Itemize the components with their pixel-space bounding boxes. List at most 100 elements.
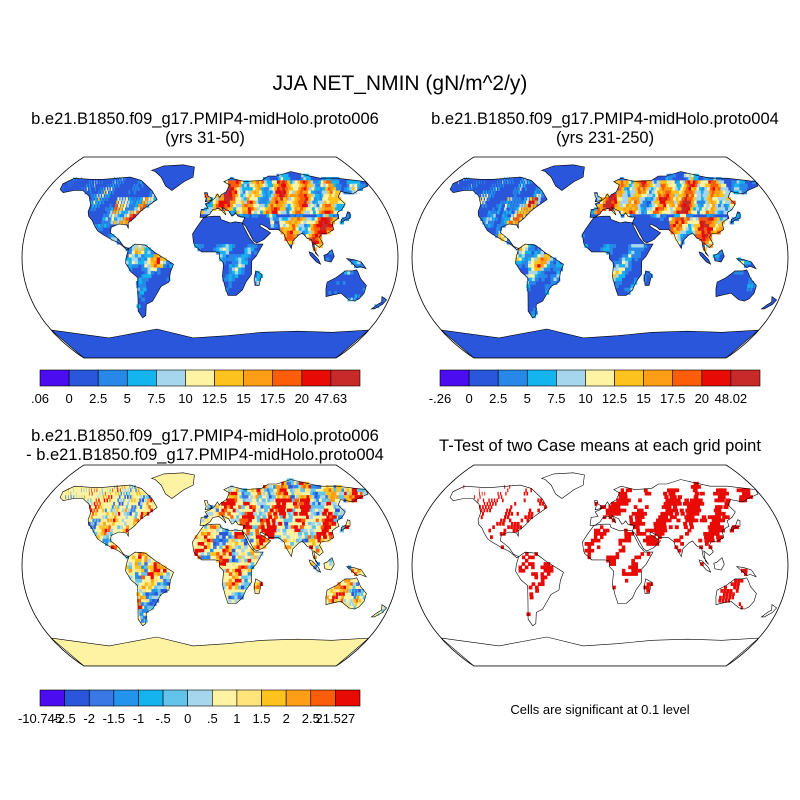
grid-cell: [239, 187, 244, 191]
grid-cell: [486, 508, 489, 513]
grid-cell: [169, 264, 173, 268]
grid-cell: [295, 193, 301, 198]
grid-cell: [197, 545, 202, 550]
grid-cell: [619, 193, 623, 198]
grid-cell: [703, 224, 708, 228]
grid-cell: [699, 491, 705, 496]
grid-cell: [729, 589, 733, 593]
grid-cell: [703, 190, 709, 195]
grid-cell: [644, 183, 649, 188]
grid-cell: [618, 257, 623, 262]
grid-cell: [654, 532, 659, 536]
grid-cell: [534, 257, 538, 262]
grid-cell: [502, 521, 505, 526]
grid-cell: [115, 518, 119, 523]
grid-cell: [631, 565, 635, 570]
grid-cell: [159, 260, 164, 265]
grid-cell: [483, 508, 486, 513]
grid-cell: [137, 197, 140, 201]
grid-cell: [144, 605, 149, 610]
grid-cell: [321, 190, 327, 195]
grid-cell: [224, 515, 228, 520]
grid-cell: [643, 274, 647, 278]
colorbar-tick-label: 7.5: [547, 391, 565, 406]
grid-cell: [686, 230, 690, 235]
grid-cell: [121, 210, 125, 215]
grid-cell: [615, 270, 620, 275]
grid-cell: [259, 501, 264, 506]
grid-cell: [322, 213, 328, 218]
grid-cell: [533, 307, 538, 312]
grid-cell: [503, 528, 507, 533]
grid-cell: [252, 495, 257, 499]
grid-cell: [290, 217, 295, 222]
grid-cell: [265, 207, 270, 212]
coastline-borneo: [713, 249, 725, 263]
grid-cell: [691, 227, 696, 232]
grid-cell: [327, 187, 333, 191]
grid-cell: [70, 183, 72, 188]
grid-cell: [250, 555, 255, 560]
grid-cell: [351, 592, 354, 596]
grid-cell: [717, 220, 722, 225]
grid-cell: [227, 511, 231, 516]
grid-cell: [621, 491, 625, 496]
grid-cell: [332, 595, 335, 600]
grid-cell: [298, 485, 304, 489]
grid-cell: [128, 247, 133, 252]
grid-cell: [253, 277, 257, 282]
grid-cell: [705, 220, 710, 225]
grid-cell: [679, 190, 684, 195]
grid-cell: [160, 575, 164, 580]
colorbar-tick-label: 20: [295, 391, 309, 406]
grid-cell: [213, 542, 217, 546]
grid-cell: [62, 187, 64, 191]
grid-cell: [752, 180, 759, 185]
grid-cell: [286, 190, 291, 195]
grid-cell: [225, 538, 229, 543]
grid-cell: [249, 200, 254, 205]
grid-cell: [624, 535, 628, 540]
grid-cell: [246, 501, 250, 506]
grid-cell: [530, 180, 532, 185]
grid-cell: [139, 281, 143, 285]
grid-cell: [136, 491, 139, 496]
grid-cell: [282, 488, 287, 493]
grid-cell: [225, 558, 230, 563]
grid-cell: [290, 542, 294, 546]
grid-cell: [88, 488, 90, 493]
grid-cell: [325, 203, 330, 208]
grid-cell: [611, 511, 615, 516]
grid-cell: [747, 495, 753, 499]
grid-cell: [619, 197, 624, 201]
grid-cell: [338, 495, 344, 499]
grid-cell: [264, 508, 268, 513]
grid-cell: [255, 187, 260, 191]
grid-cell: [329, 562, 333, 566]
grid-cell: [495, 187, 497, 191]
grid-cell: [723, 585, 727, 590]
grid-cell: [141, 572, 145, 576]
grid-cell: [133, 210, 137, 215]
grid-cell: [482, 511, 484, 516]
grid-cell: [483, 200, 486, 205]
grid-cell: [290, 203, 295, 208]
grid-cell: [669, 511, 674, 516]
grid-cell: [691, 501, 696, 506]
grid-cell: [716, 508, 722, 513]
grid-cell: [684, 183, 689, 188]
colorbar-top-right: -.26 0 2.5 5 7.5 10 12.5 15 17.5 20 48.02: [429, 369, 761, 406]
grid-cell: [256, 538, 260, 543]
grid-cell: [663, 491, 668, 496]
grid-cell: [255, 495, 260, 499]
grid-cell: [156, 267, 161, 272]
grid-cell: [142, 589, 146, 593]
grid-cell: [649, 542, 654, 546]
grid-cell: [642, 187, 647, 191]
grid-cell: [249, 183, 254, 188]
grid-cell: [537, 264, 541, 268]
grid-cell: [121, 485, 123, 489]
grid-cell: [676, 498, 681, 503]
grid-cell: [642, 200, 647, 205]
grid-cell: [104, 508, 107, 513]
